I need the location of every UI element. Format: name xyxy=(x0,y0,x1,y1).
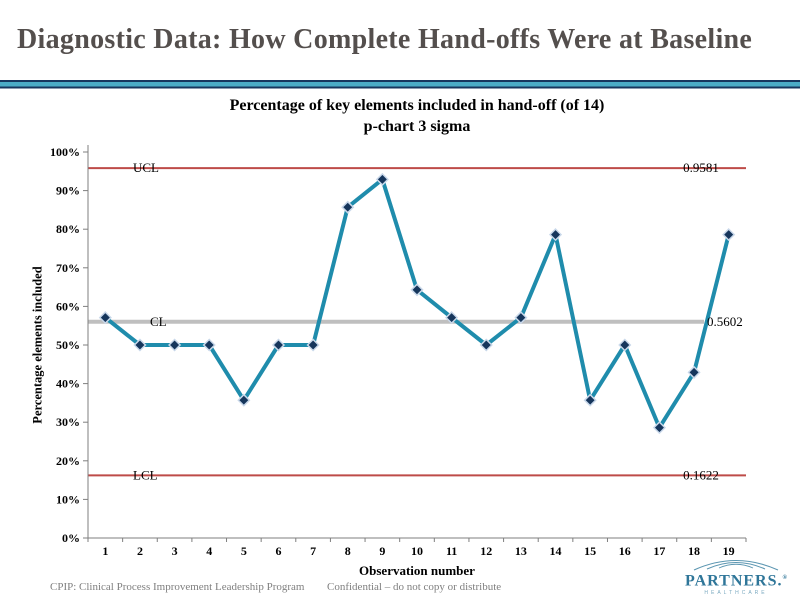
x-tick-label: 10 xyxy=(411,544,423,558)
data-point-marker xyxy=(652,421,666,435)
data-point-marker xyxy=(445,311,459,325)
data-point-marker xyxy=(271,338,286,352)
x-tick-label: 19 xyxy=(723,544,735,558)
x-tick-label: 14 xyxy=(550,544,562,558)
y-tick-label: 40% xyxy=(56,377,80,391)
data-point-marker xyxy=(341,200,355,214)
x-tick-label: 3 xyxy=(172,544,178,558)
logo-registered-mark: ® xyxy=(782,575,787,581)
x-tick-label: 1 xyxy=(102,544,108,558)
x-tick-label: 5 xyxy=(241,544,247,558)
data-point-marker xyxy=(202,338,216,352)
data-point-marker xyxy=(133,338,147,352)
x-tick-label: 9 xyxy=(379,544,385,558)
data-point-marker xyxy=(479,338,493,352)
data-point-marker xyxy=(98,311,112,325)
data-point-marker xyxy=(410,283,424,297)
partners-healthcare-logo: PARTNERS.® HEALTHCARE xyxy=(680,554,792,598)
lcl-value-label: 0.1622 xyxy=(683,467,719,482)
x-tick-label: 6 xyxy=(275,544,281,558)
cl-value-label: 0.5602 xyxy=(707,314,743,329)
chart-title-line1: Percentage of key elements included in h… xyxy=(229,97,605,114)
x-axis-title: Observation number xyxy=(359,563,475,578)
x-tick-label: 15 xyxy=(584,544,596,558)
y-tick-label: 100% xyxy=(50,145,80,159)
x-tick-label: 4 xyxy=(206,544,212,558)
y-tick-label: 90% xyxy=(56,184,80,198)
x-tick-label: 2 xyxy=(137,544,143,558)
data-point-marker xyxy=(722,228,736,242)
x-tick-label: 16 xyxy=(619,544,631,558)
y-tick-label: 10% xyxy=(56,492,80,506)
y-tick-label: 70% xyxy=(56,261,80,275)
x-tick-label: 13 xyxy=(515,544,527,558)
footer-program-text: CPIP: Clinical Process Improvement Leade… xyxy=(50,581,305,593)
logo-subtext: HEALTHCARE xyxy=(704,590,768,597)
data-point-marker xyxy=(687,365,701,379)
x-tick-label: 8 xyxy=(345,544,351,558)
ucl-label: UCL xyxy=(133,160,159,175)
cl-label: CL xyxy=(150,314,167,329)
slide-title: Diagnostic Data: How Complete Hand-offs … xyxy=(17,24,753,55)
x-tick-label: 7 xyxy=(310,544,316,558)
data-point-marker xyxy=(583,393,597,407)
y-tick-label: 20% xyxy=(56,454,80,468)
x-tick-label: 18 xyxy=(688,544,700,558)
ucl-value-label: 0.9581 xyxy=(683,160,719,175)
data-point-marker xyxy=(306,338,320,352)
logo-wordmark: PARTNERS.® xyxy=(680,571,792,590)
chart-title: Percentage of key elements included in h… xyxy=(88,95,746,137)
y-tick-label: 60% xyxy=(56,299,80,313)
footer-confidential-text: Confidential – do not copy or distribute xyxy=(327,581,502,593)
data-point-marker xyxy=(548,228,563,242)
logo-arc-icon xyxy=(693,559,779,571)
data-point-marker xyxy=(375,172,389,186)
title-separator xyxy=(0,80,800,89)
data-point-marker xyxy=(237,393,251,407)
y-tick-label: 80% xyxy=(56,222,80,236)
lcl-label: LCL xyxy=(133,467,158,482)
data-point-marker xyxy=(514,311,528,325)
x-tick-label: 12 xyxy=(480,544,492,558)
data-series-line xyxy=(103,177,731,430)
y-tick-label: 30% xyxy=(56,415,80,429)
x-tick-label: 11 xyxy=(446,544,457,558)
x-tick-label: 17 xyxy=(653,544,665,558)
logo-wordmark-text: PARTNERS. xyxy=(685,572,783,590)
y-tick-label: 0% xyxy=(62,531,80,545)
data-point-marker xyxy=(618,338,632,352)
chart-title-line2: p-chart 3 sigma xyxy=(363,118,471,135)
data-point-marker xyxy=(168,338,182,352)
y-tick-label: 50% xyxy=(56,338,80,352)
